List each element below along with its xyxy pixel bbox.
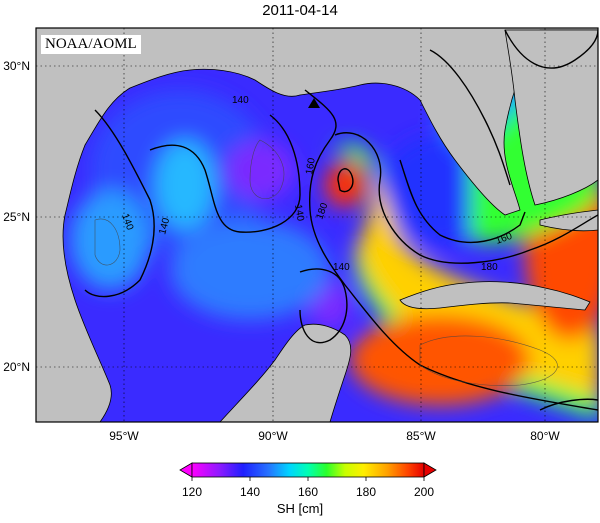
source-label: NOAA/AOML [41, 35, 141, 54]
contour-label: 140 [292, 204, 306, 223]
map-title: 2011-04-14 [262, 2, 338, 19]
colorbar-title: SH [cm] [276, 501, 324, 516]
lat-tick-label: 25°N [3, 210, 30, 224]
map-frame [35, 27, 599, 423]
colorbar-tick-label: 160 [298, 485, 318, 499]
colorbar-tick-label: 120 [182, 485, 202, 499]
lon-tick-labels: 95°W 90°W 85°W 80°W [109, 429, 560, 443]
lon-tick-label: 90°W [258, 429, 288, 443]
colorbar-tick-label: 180 [356, 485, 376, 499]
colorbar-tick-label: 140 [240, 485, 260, 499]
colorbar-tick-label: 200 [414, 485, 434, 499]
lat-tick-label: 20°N [3, 360, 30, 374]
lon-tick-label: 95°W [109, 429, 139, 443]
lat-tick-label: 30°N [3, 59, 30, 73]
land-masses [36, 28, 598, 422]
contour-label: 140 [333, 262, 350, 273]
colorbar: 120 140 160 180 200 [179, 462, 437, 499]
station-marker-icon [308, 98, 320, 108]
contour-label: 180 [481, 262, 498, 273]
lon-tick-label: 85°W [406, 429, 436, 443]
graticule [36, 28, 598, 422]
ocean-field [36, 28, 598, 422]
contour-label: 140 [157, 216, 172, 235]
contour-lines [84, 29, 598, 411]
contour-label: 140 [232, 95, 249, 106]
lon-tick-label: 80°W [530, 429, 560, 443]
lat-tick-labels: 30°N 25°N 20°N [3, 59, 30, 374]
contour-label: 160 [304, 157, 318, 176]
